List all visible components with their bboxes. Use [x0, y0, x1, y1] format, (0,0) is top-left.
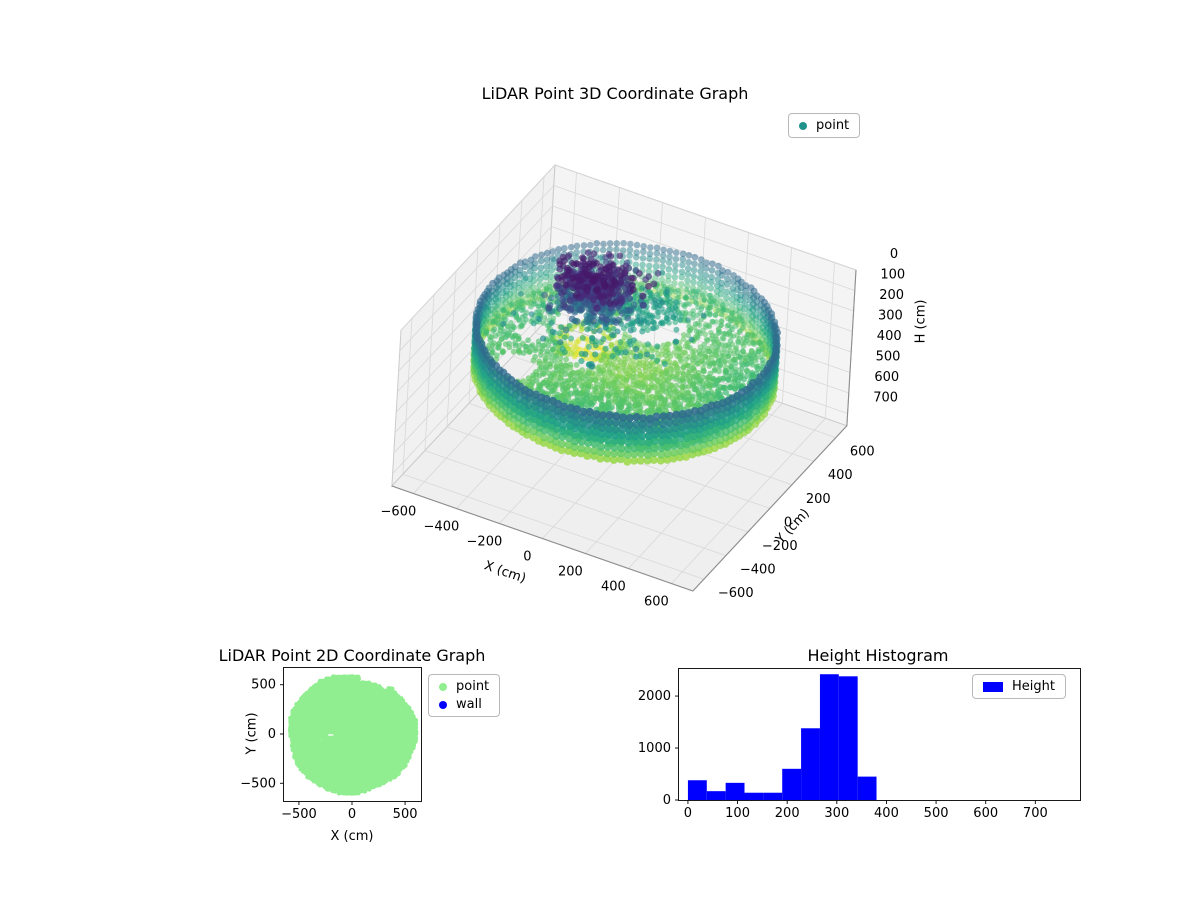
wall-marker-icon [439, 700, 447, 709]
plot2d-title: LiDAR Point 2D Coordinate Graph [218, 646, 486, 665]
plot2d-xaxis-label: X (cm) [330, 829, 374, 844]
plot2d-legend-label-wall: wall [456, 697, 482, 712]
height-bar-swatch-icon [983, 681, 1003, 692]
plot3d-zaxis-label: H (cm) [913, 299, 929, 344]
plot3d-title: LiDAR Point 3D Coordinate Graph [481, 84, 749, 103]
hist-title: Height Histogram [807, 646, 949, 665]
hist-legend: Height [972, 674, 1066, 699]
plot2d-legend-item-point: point [439, 679, 489, 694]
plot3d-legend-label: point [816, 118, 850, 133]
point-marker-icon [439, 682, 447, 691]
hist-legend-item-height: Height [983, 679, 1055, 694]
plot3d-legend: point [788, 113, 861, 138]
hist-legend-label: Height [1012, 679, 1055, 694]
plot2d-legend-label-point: point [456, 679, 490, 694]
plot2d-yaxis-label: Y (cm) [244, 712, 260, 755]
point-marker-icon [799, 121, 807, 130]
plot3d-legend-item-point: point [799, 118, 849, 133]
plot2d-legend: point wall [428, 674, 501, 717]
plot2d-legend-item-wall: wall [439, 697, 489, 712]
